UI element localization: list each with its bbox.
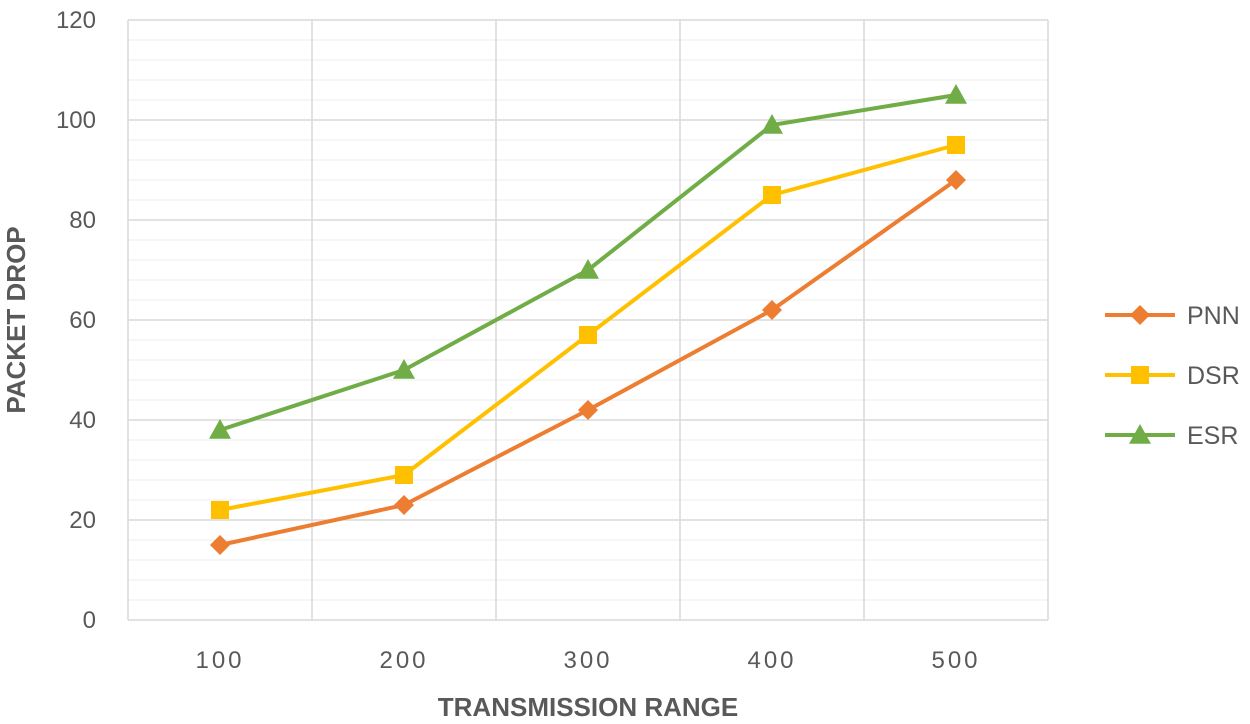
legend-marker-esr	[1129, 424, 1151, 444]
data-point-esr	[577, 259, 599, 279]
data-point-pnn	[946, 170, 966, 190]
y-tick-label: 0	[83, 607, 96, 634]
legend: PNN DSR ESR	[1105, 302, 1240, 450]
x-axis-title: TRANSMISSION RANGE	[438, 692, 738, 722]
data-point-pnn	[394, 495, 414, 515]
data-point-dsr	[579, 326, 597, 344]
y-tick-label: 80	[69, 207, 96, 234]
data-point-dsr	[947, 136, 965, 154]
y-tick-label: 120	[56, 7, 96, 34]
x-axis-ticks: 100 200 300 400 500	[195, 647, 980, 674]
series-layer	[209, 84, 967, 555]
data-point-dsr	[211, 501, 229, 519]
data-point-esr	[945, 84, 967, 104]
legend-item-esr: ESR	[1105, 422, 1238, 450]
series-esr	[209, 84, 967, 439]
legend-label-pnn: PNN	[1187, 302, 1240, 330]
y-axis-ticks: 0 20 40 60 80 100 120	[56, 7, 96, 634]
x-tick-label: 500	[931, 647, 980, 674]
y-tick-label: 60	[69, 307, 96, 334]
data-point-dsr	[763, 186, 781, 204]
legend-label-esr: ESR	[1187, 422, 1238, 450]
data-point-esr	[761, 114, 783, 134]
y-tick-label: 20	[69, 507, 96, 534]
data-point-pnn	[210, 535, 230, 555]
data-point-pnn	[762, 300, 782, 320]
series-pnn	[210, 170, 966, 555]
minor-gridlines	[128, 39, 1048, 601]
series-dsr	[211, 136, 965, 519]
x-tick-label: 200	[379, 647, 428, 674]
legend-label-dsr: DSR	[1187, 362, 1240, 390]
y-tick-label: 100	[56, 107, 96, 134]
data-point-esr	[209, 419, 231, 439]
legend-item-dsr: DSR	[1105, 362, 1240, 390]
y-axis-title: PACKET DROP	[1, 226, 31, 413]
data-point-esr	[393, 359, 415, 379]
data-point-dsr	[395, 466, 413, 484]
x-tick-label: 400	[747, 647, 796, 674]
legend-item-pnn: PNN	[1105, 302, 1240, 330]
x-tick-label: 100	[195, 647, 244, 674]
data-point-pnn	[578, 400, 598, 420]
y-tick-label: 40	[69, 407, 96, 434]
legend-marker-pnn	[1130, 305, 1150, 325]
x-tick-label: 300	[563, 647, 612, 674]
legend-marker-dsr	[1131, 366, 1149, 384]
major-gridlines	[127, 19, 1049, 621]
